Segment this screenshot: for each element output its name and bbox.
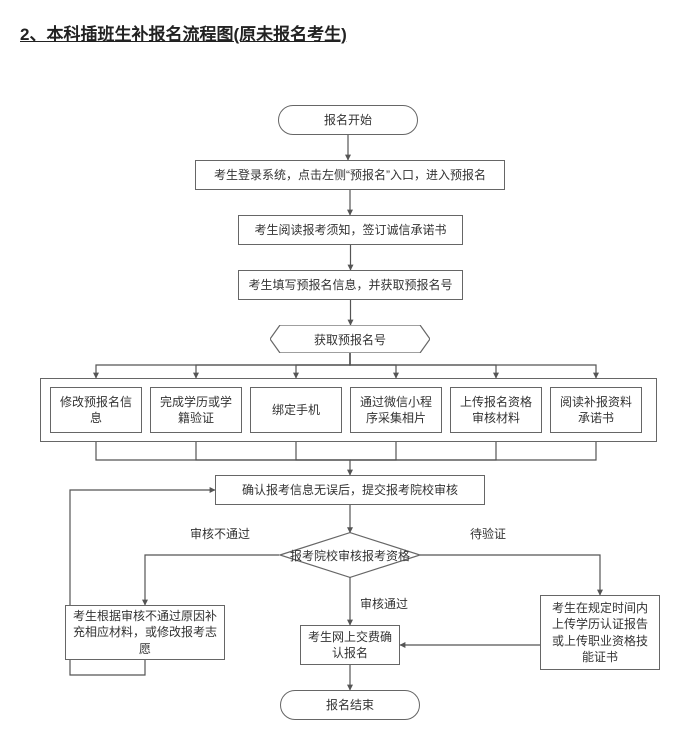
node-fillinfo: 考生填写预报名信息，并获取预报名号	[238, 270, 463, 300]
edge-label-fail_label: 审核不通过	[190, 525, 250, 542]
node-sub6: 阅读补报资料承诺书	[550, 387, 642, 433]
node-fail: 考生根据审核不通过原因补充相应材料，或修改报考志愿	[65, 605, 225, 660]
node-sub5: 上传报名资格审核材料	[450, 387, 542, 433]
node-sub2: 完成学历或学籍验证	[150, 387, 242, 433]
edge-label-pass_label: 审核通过	[360, 595, 408, 612]
node-sub4: 通过微信小程序采集相片	[350, 387, 442, 433]
page-title: 2、本科插班生补报名流程图(原未报名考生)	[20, 20, 677, 45]
edge-label-verify_label: 待验证	[470, 525, 506, 542]
flowchart-canvas: 报名开始考生登录系统，点击左侧“预报名”入口，进入预报名考生阅读报考须知，签订诚…	[20, 65, 677, 725]
node-start: 报名开始	[278, 105, 418, 135]
node-login: 考生登录系统，点击左侧“预报名”入口，进入预报名	[195, 160, 505, 190]
node-sub1: 修改预报名信息	[50, 387, 142, 433]
node-pay: 考生网上交费确认报名	[300, 625, 400, 665]
node-verify: 考生在规定时间内上传学历认证报告或上传职业资格技能证书	[540, 595, 660, 670]
node-sub3: 绑定手机	[250, 387, 342, 433]
hex-getid_hex: 获取预报名号	[270, 325, 430, 353]
node-notice: 考生阅读报考须知，签订诚信承诺书	[238, 215, 463, 245]
node-confirm: 确认报考信息无误后，提交报考院校审核	[215, 475, 485, 505]
diamond-audit: 报考院校审核报考资格	[280, 547, 420, 564]
node-end: 报名结束	[280, 690, 420, 720]
